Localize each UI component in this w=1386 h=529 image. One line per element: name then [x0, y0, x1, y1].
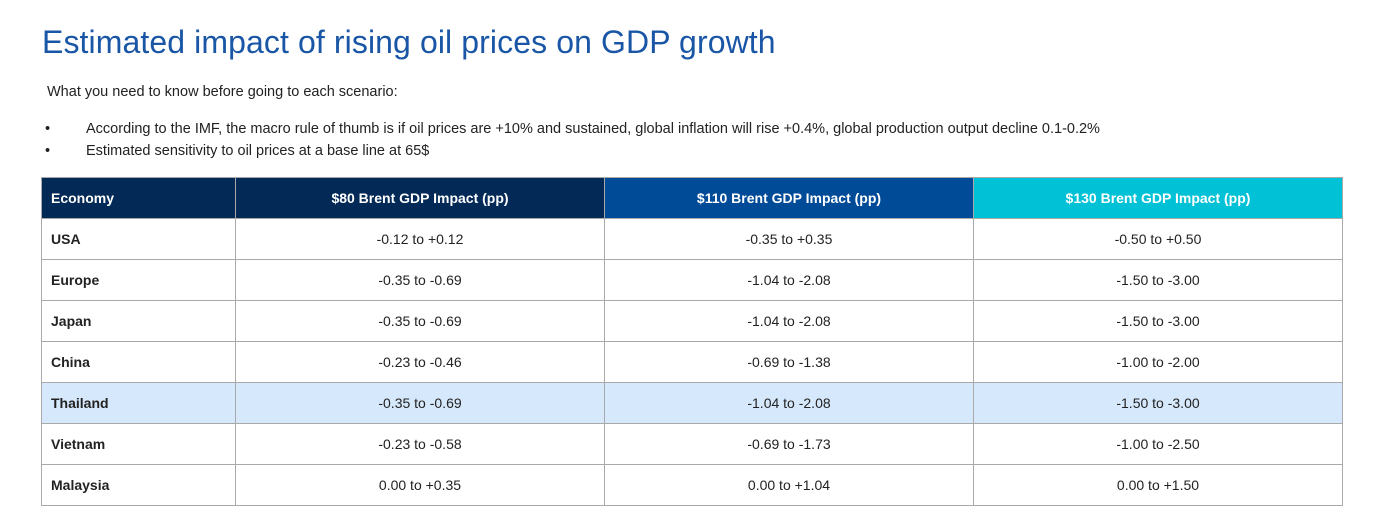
impact-cell: -0.35 to +0.35 — [604, 218, 974, 260]
bullet-text: According to the IMF, the macro rule of … — [86, 121, 1100, 137]
intro-text: What you need to know before going to ea… — [47, 84, 398, 100]
economy-cell: China — [41, 341, 236, 383]
impact-cell: -0.69 to -1.38 — [604, 341, 974, 383]
impact-cell: 0.00 to +0.35 — [235, 464, 605, 506]
impact-cell: -1.00 to -2.50 — [973, 423, 1343, 465]
impact-cell: -0.35 to -0.69 — [235, 259, 605, 301]
impact-cell: -1.04 to -2.08 — [604, 382, 974, 424]
table-row: Vietnam -0.23 to -0.58 -0.69 to -1.73 -1.00… — [41, 423, 1343, 465]
bullet-item: • According to the IMF, the macro rule of… — [45, 118, 1100, 140]
table-row: USA -0.12 to +0.12 -0.35 to +0.35 -0.50 to … — [41, 218, 1343, 260]
bullet-icon: • — [45, 121, 51, 137]
impact-cell: -0.23 to -0.58 — [235, 423, 605, 465]
bullet-item: • Estimated sensitivity to oil prices at … — [45, 140, 1100, 162]
impact-cell: -0.69 to -1.73 — [604, 423, 974, 465]
page-title: Estimated impact of rising oil prices on… — [42, 24, 776, 60]
impact-cell: -0.35 to -0.69 — [235, 382, 605, 424]
impact-cell: -1.00 to -2.00 — [973, 341, 1343, 383]
header-economy: Economy — [41, 177, 236, 219]
economy-cell: USA — [41, 218, 236, 260]
table-row: Thailand -0.35 to -0.69 -1.04 to -2.08 -1.5… — [41, 382, 1343, 424]
impact-cell: -0.12 to +0.12 — [235, 218, 605, 260]
impact-cell: -1.50 to -3.00 — [973, 259, 1343, 301]
impact-cell: -0.35 to -0.69 — [235, 300, 605, 342]
economy-cell: Malaysia — [41, 464, 236, 506]
economy-cell: Vietnam — [41, 423, 236, 465]
impact-cell: -0.50 to +0.50 — [973, 218, 1343, 260]
table-header-row: Economy $80 Brent GDP Impact (pp) $110 B… — [41, 177, 1343, 219]
table-row: Japan -0.35 to -0.69 -1.04 to -2.08 -1.50 t… — [41, 300, 1343, 342]
impact-cell: -1.50 to -3.00 — [973, 300, 1343, 342]
economy-cell: Thailand — [41, 382, 236, 424]
gdp-impact-table: Economy $80 Brent GDP Impact (pp) $110 B… — [41, 177, 1343, 506]
header-130-brent: $130 Brent GDP Impact (pp) — [973, 177, 1343, 219]
table-row: China -0.23 to -0.46 -0.69 to -1.38 -1.00 t… — [41, 341, 1343, 383]
bullet-list: • According to the IMF, the macro rule of… — [45, 118, 1100, 162]
impact-cell: -0.23 to -0.46 — [235, 341, 605, 383]
impact-cell: -1.04 to -2.08 — [604, 259, 974, 301]
table-row: Europe -0.35 to -0.69 -1.04 to -2.08 -1.50 … — [41, 259, 1343, 301]
bullet-icon: • — [45, 143, 51, 159]
header-80-brent: $80 Brent GDP Impact (pp) — [235, 177, 605, 219]
economy-cell: Europe — [41, 259, 236, 301]
economy-cell: Japan — [41, 300, 236, 342]
impact-cell: -1.04 to -2.08 — [604, 300, 974, 342]
impact-cell: 0.00 to +1.04 — [604, 464, 974, 506]
table-row: Malaysia 0.00 to +0.35 0.00 to +1.04 0.00 t… — [41, 464, 1343, 506]
impact-cell: -1.50 to -3.00 — [973, 382, 1343, 424]
header-110-brent: $110 Brent GDP Impact (pp) — [604, 177, 974, 219]
bullet-text: Estimated sensitivity to oil prices at a… — [86, 143, 430, 159]
impact-cell: 0.00 to +1.50 — [973, 464, 1343, 506]
